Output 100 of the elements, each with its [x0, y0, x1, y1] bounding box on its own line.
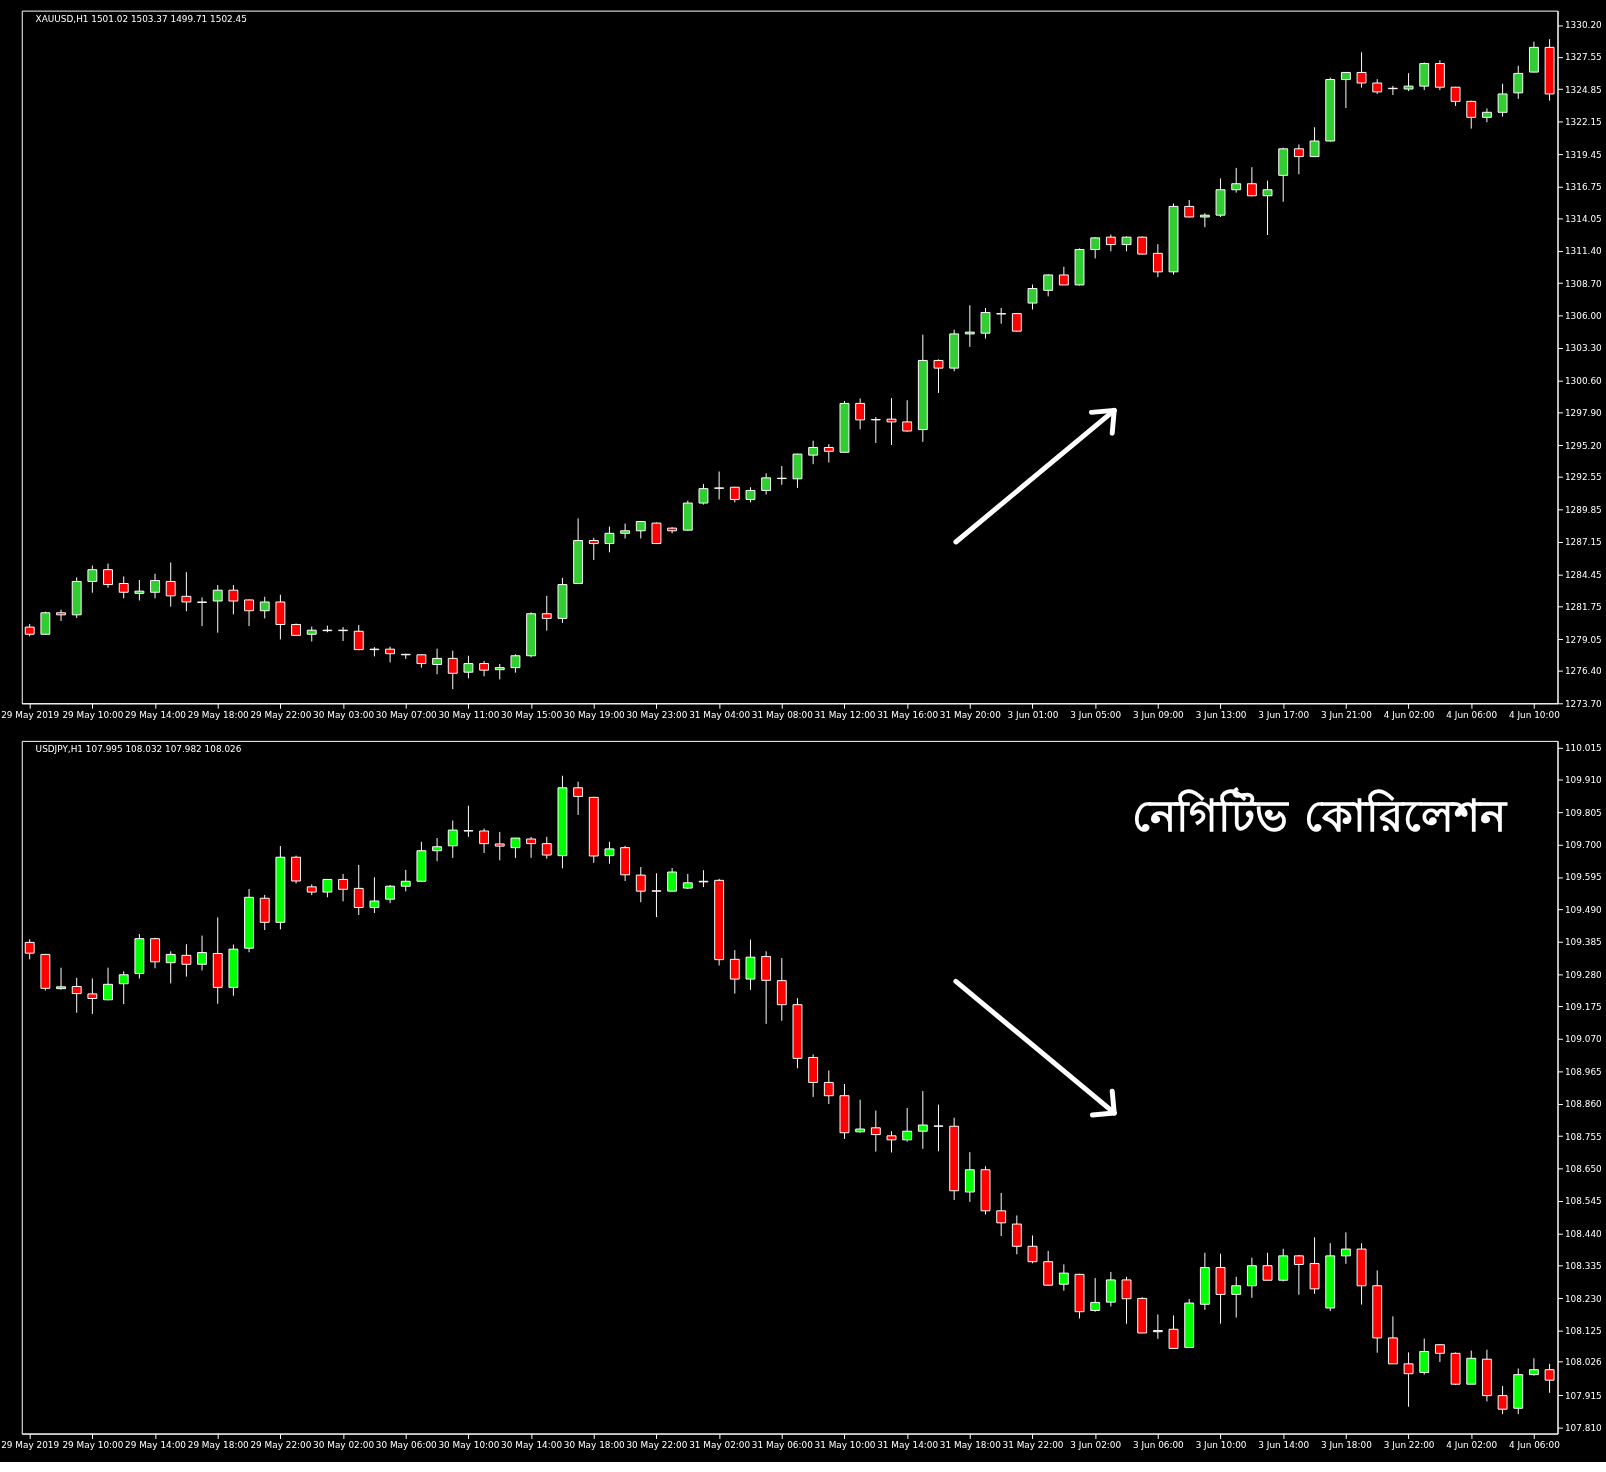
- candlestick: [761, 472, 772, 496]
- candlestick: [541, 595, 552, 632]
- y-tick-label: 1322.15: [1564, 117, 1602, 128]
- candlestick: [1011, 1214, 1022, 1255]
- x-tick-label: 3 Jun 05:00: [1070, 709, 1122, 720]
- candlestick: [917, 1090, 928, 1150]
- y-tick-label: 109.070: [1564, 1034, 1603, 1045]
- x-tick-label: 31 May 02:00: [689, 1439, 751, 1450]
- y-tick-label: 109.385: [1564, 937, 1602, 948]
- candlestick: [714, 470, 725, 500]
- y-tick-label: 1324.85: [1564, 84, 1602, 95]
- x-tick-label: 31 May 08:00: [751, 709, 814, 720]
- candlestick: [870, 1110, 881, 1153]
- x-tick-label: 3 Jun 09:00: [1132, 709, 1185, 720]
- x-tick-label: 31 May 06:00: [751, 1439, 814, 1450]
- candlestick: [526, 836, 537, 859]
- candlestick: [761, 950, 772, 1025]
- x-tick-label: 30 May 22:00: [626, 1439, 688, 1450]
- candlestick: [385, 646, 396, 663]
- candlestick: [964, 1151, 975, 1203]
- candlestick: [855, 1099, 866, 1134]
- candlestick: [1340, 71, 1351, 109]
- x-tick-label: 29 May 10:00: [62, 709, 124, 720]
- candlestick: [103, 967, 113, 1001]
- candlestick: [1481, 107, 1492, 123]
- candlestick: [964, 304, 975, 348]
- y-tick-label: 109.700: [1564, 840, 1603, 851]
- candlestick: [1058, 266, 1069, 286]
- candlestick: [886, 397, 897, 446]
- candlestick: [291, 855, 302, 884]
- x-tick-label: 30 May 18:00: [563, 1439, 626, 1450]
- candlestick: [1090, 236, 1101, 259]
- candlestick: [400, 869, 411, 892]
- candlestick: [1231, 167, 1242, 194]
- candlestick: [1356, 51, 1367, 89]
- y-tick-label: 108.965: [1564, 1066, 1602, 1077]
- y-tick-label: 1273.70: [1564, 698, 1603, 709]
- y-tick-label: 108.125: [1564, 1325, 1602, 1336]
- y-tick-label: 1287.15: [1564, 537, 1602, 548]
- candlestick: [1544, 1363, 1555, 1394]
- y-tick-label: 108.860: [1564, 1099, 1603, 1110]
- chart-title: XAUUSD,H1 1501.02 1503.37 1499.71 1502.45: [35, 13, 247, 24]
- candlestick: [1246, 166, 1257, 197]
- x-tick-label: 4 Jun 06:00: [1446, 709, 1498, 720]
- candlestick: [56, 967, 66, 991]
- x-tick-label: 4 Jun 02:00: [1446, 1439, 1498, 1450]
- candlestick: [1293, 143, 1304, 175]
- candlestick: [745, 939, 756, 991]
- x-tick-label: 3 Jun 18:00: [1320, 1439, 1373, 1450]
- candlestick: [886, 1130, 897, 1153]
- candlestick: [1105, 1271, 1116, 1307]
- y-tick-label: 109.595: [1564, 872, 1602, 883]
- x-tick-label: 30 May 14:00: [501, 1439, 563, 1450]
- candlestick: [1168, 1314, 1179, 1349]
- y-tick-label: 107.915: [1564, 1390, 1602, 1401]
- candlestick: [275, 594, 286, 640]
- candlestick: [1011, 312, 1022, 332]
- x-tick-label: 31 May 16:00: [877, 709, 939, 720]
- candlestick: [870, 416, 881, 444]
- x-tick-label: 4 Jun 02:00: [1383, 709, 1435, 720]
- x-tick-label: 3 Jun 14:00: [1258, 1439, 1310, 1450]
- x-tick-label: 3 Jun 21:00: [1320, 709, 1373, 720]
- x-tick-label: 29 May 22:00: [250, 1439, 312, 1450]
- candlestick: [698, 483, 709, 506]
- x-tick-label: 29 May 18:00: [187, 709, 250, 720]
- candlestick: [134, 579, 145, 601]
- candlestick: [385, 884, 396, 904]
- candlestick: [447, 820, 458, 859]
- y-tick-label: 108.335: [1564, 1261, 1602, 1272]
- y-tick-label: 1276.40: [1564, 666, 1603, 677]
- y-tick-label: 1319.45: [1564, 149, 1602, 160]
- x-tick-label: 29 May 10:00: [62, 1439, 124, 1450]
- y-tick-label: 110.015: [1564, 742, 1602, 753]
- candlestick: [1497, 1385, 1508, 1415]
- candlestick: [150, 937, 160, 969]
- candlestick: [510, 837, 521, 859]
- candlestick: [729, 949, 740, 995]
- x-tick-label: 29 May 2019: [1, 709, 60, 720]
- candlestick: [541, 836, 552, 860]
- candlestick: [1246, 1257, 1257, 1299]
- candlestick: [855, 398, 866, 430]
- x-tick-label: 29 May 2019: [1, 1439, 60, 1450]
- y-tick-label: 107.810: [1564, 1423, 1603, 1434]
- candlestick: [667, 867, 678, 892]
- candlestick: [118, 575, 129, 599]
- x-tick-label: 29 May 14:00: [125, 1439, 187, 1450]
- x-tick-label: 30 May 02:00: [313, 1439, 375, 1450]
- candlestick: [808, 440, 819, 465]
- candlestick: [1058, 1263, 1069, 1292]
- candlestick: [181, 943, 192, 978]
- candlestick: [651, 522, 662, 545]
- candlestick: [980, 307, 991, 339]
- candlestick: [165, 561, 176, 608]
- x-tick-label: 3 Jun 10:00: [1195, 1439, 1247, 1450]
- candlestick: [118, 970, 129, 1005]
- candlestick: [56, 609, 66, 622]
- y-tick-label: 1289.85: [1564, 504, 1602, 515]
- candlestick: [463, 655, 474, 679]
- x-tick-label: 31 May 22:00: [1002, 1439, 1064, 1450]
- candlestick: [604, 841, 615, 865]
